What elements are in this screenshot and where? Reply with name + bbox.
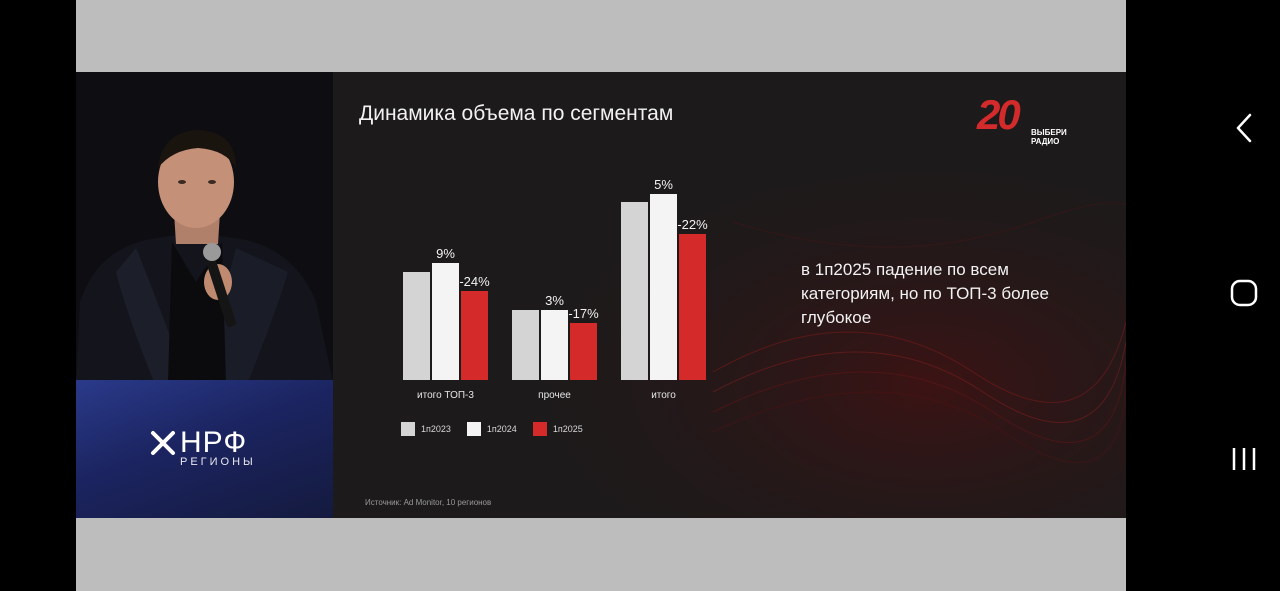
bar-1-0 xyxy=(512,310,539,380)
legend-item: 1п2025 xyxy=(532,422,583,436)
slide-title: Динамика объема по сегментам xyxy=(359,102,674,125)
home-button[interactable] xyxy=(1226,275,1262,311)
data-label: -22% xyxy=(677,217,708,232)
data-label: 5% xyxy=(654,177,673,192)
podium-title: НРФ xyxy=(180,426,248,459)
three-bars-icon xyxy=(1232,448,1256,470)
logo-text-line2: РАДИО xyxy=(1031,137,1060,146)
back-button[interactable] xyxy=(1226,110,1262,146)
legend-label: 1п2025 xyxy=(552,424,583,434)
rounded-square-icon xyxy=(1230,279,1258,307)
video-frame: НРФ РЕГИОНЫ xyxy=(76,72,1126,518)
vyberi-radio-logo: 20 ВЫБЕРИ РАДИО xyxy=(977,91,1087,147)
bar-2-1 xyxy=(650,194,677,380)
logo-text: ВЫБЕРИ РАДИО xyxy=(1031,128,1067,146)
android-nav-bar xyxy=(1126,0,1280,591)
legend-swatch xyxy=(466,422,481,436)
nrf-logo-icon xyxy=(151,431,175,455)
bar-chart: 9% -24% итого ТОП-3 3% -17% прочее 5% -22% итого xyxy=(403,177,708,401)
logo-number: 20 xyxy=(977,91,1021,138)
category-label: прочее xyxy=(538,390,571,401)
bar-1-1 xyxy=(541,310,568,380)
legend-label: 1п2024 xyxy=(486,424,517,434)
bar-1-2 xyxy=(570,323,597,380)
bar-2-0 xyxy=(621,202,648,380)
presentation-slide: Динамика объема по сегментам 20 ВЫБЕРИ Р… xyxy=(333,72,1126,518)
podium-logo: НРФ xyxy=(150,423,247,463)
legend-item: 1п2024 xyxy=(466,422,517,436)
podium xyxy=(76,380,333,518)
data-label: 9% xyxy=(436,246,455,261)
bar-0-1 xyxy=(432,263,459,380)
podium-subtitle: РЕГИОНЫ xyxy=(180,456,256,468)
logo-text-line1: ВЫБЕРИ xyxy=(1031,128,1067,137)
video-player[interactable]: НРФ РЕГИОНЫ xyxy=(76,0,1126,591)
category-label: итого ТОП-3 xyxy=(417,390,474,401)
legend-item: 1п2023 xyxy=(401,422,451,436)
slide-source: Источник: Ad Monitor, 10 регионов xyxy=(365,498,492,507)
bar-0-0 xyxy=(403,272,430,380)
data-label: -17% xyxy=(568,306,599,321)
category-label: итого xyxy=(651,390,676,401)
recents-button[interactable] xyxy=(1226,441,1262,477)
legend-swatch xyxy=(532,422,547,436)
bar-2-2 xyxy=(679,234,706,380)
speaker-image xyxy=(76,72,333,382)
slide-note: в 1п2025 падение по всем категориям, но … xyxy=(801,260,1050,327)
bar-0-2 xyxy=(461,291,488,380)
legend-label: 1п2023 xyxy=(421,424,451,434)
chart-legend: 1п2023 1п2024 1п2025 xyxy=(401,422,599,436)
legend-swatch xyxy=(401,422,415,436)
speaker-panel: НРФ РЕГИОНЫ xyxy=(76,72,333,518)
data-label: 3% xyxy=(545,293,564,308)
chevron-left-icon xyxy=(1236,113,1252,143)
data-label: -24% xyxy=(459,274,490,289)
